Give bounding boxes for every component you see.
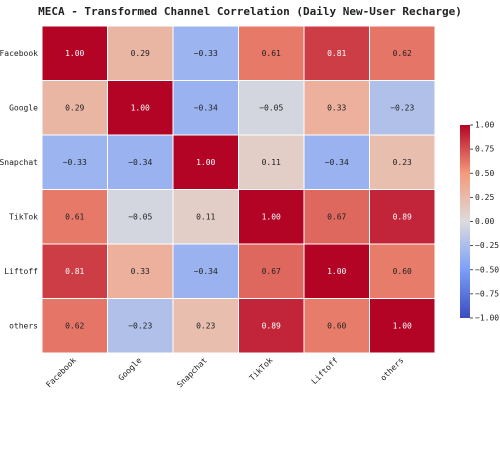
- heatmap-cell: [238, 80, 305, 136]
- cell-label: −0.23: [390, 103, 414, 112]
- heatmap-cell: [238, 298, 305, 354]
- cell-label: 1.00: [65, 49, 84, 58]
- y-tick-label: Liftoff: [4, 267, 38, 276]
- cell-label: 0.60: [393, 267, 412, 276]
- colorbar-tick-label: 1.00: [475, 121, 494, 130]
- cell-label: 0.67: [327, 212, 346, 221]
- cell-label: 0.29: [65, 103, 84, 112]
- heatmap-cell: [369, 298, 436, 354]
- x-tick-label: Google: [117, 356, 144, 383]
- x-tick-label: others: [379, 356, 406, 383]
- chart-title: MECA - Transformed Channel Correlation (…: [38, 5, 462, 18]
- colorbar-tick-label: −0.25: [475, 241, 499, 250]
- cell-label: 0.61: [65, 212, 84, 221]
- heatmap-cell: [369, 134, 436, 190]
- cell-label: −0.34: [325, 158, 349, 167]
- cell-label: 0.67: [262, 267, 281, 276]
- cell-label: 0.89: [393, 212, 412, 221]
- heatmap-cell: [172, 25, 239, 81]
- colorbar-tick-label: −1.00: [475, 314, 499, 323]
- heatmap-cell: [303, 298, 370, 354]
- colorbar-tick-label: 0.00: [475, 217, 494, 226]
- colorbar-tick-label: −0.50: [475, 265, 499, 274]
- heatmap-cell: [107, 25, 174, 81]
- heatmap-cell: [172, 243, 239, 299]
- x-tick-label: Snapchat: [175, 356, 209, 390]
- cell-label: 1.00: [393, 321, 412, 330]
- heatmap-cell: [303, 189, 370, 245]
- colorbar-tick-label: 0.50: [475, 169, 494, 178]
- heatmap-cell: [369, 80, 436, 136]
- cell-label: 0.81: [65, 267, 84, 276]
- colorbar: [460, 125, 470, 318]
- heatmap-cell: [369, 243, 436, 299]
- y-tick-label: others: [9, 321, 38, 330]
- cell-label: 0.11: [196, 212, 215, 221]
- heatmap-cell: [369, 189, 436, 245]
- cell-label: 0.62: [65, 321, 84, 330]
- cell-label: 1.00: [131, 103, 150, 112]
- colorbar-tick-label: −0.75: [475, 289, 499, 298]
- cell-label: 0.60: [327, 321, 346, 330]
- cell-label: −0.23: [128, 321, 152, 330]
- heatmap-cell: [41, 298, 108, 354]
- heatmap-cell: [238, 243, 305, 299]
- colorbar-tick-label: 0.75: [475, 145, 494, 154]
- heatmap-cell: [303, 243, 370, 299]
- heatmap-cell: [107, 80, 174, 136]
- x-tick-label: TikTok: [248, 356, 275, 383]
- heatmap-cell: [172, 189, 239, 245]
- cell-label: 0.23: [393, 158, 412, 167]
- heatmap-cell: [238, 134, 305, 190]
- cell-label: 0.23: [196, 321, 215, 330]
- cell-label: 0.29: [131, 49, 150, 58]
- cell-label: 1.00: [262, 212, 281, 221]
- cell-label: −0.33: [194, 49, 218, 58]
- cell-label: 0.33: [131, 267, 150, 276]
- cell-label: −0.34: [194, 103, 218, 112]
- y-tick-label: Facebook: [0, 49, 38, 58]
- y-tick-label: Snapchat: [0, 158, 38, 167]
- heatmap-cell: [369, 25, 436, 81]
- cell-label: 0.62: [393, 49, 412, 58]
- y-tick-label: Google: [9, 103, 38, 112]
- heatmap-cell: [41, 243, 108, 299]
- cell-label: −0.34: [128, 158, 152, 167]
- cell-label: −0.05: [128, 212, 152, 221]
- heatmap-cell: [41, 189, 108, 245]
- cell-label: 0.33: [327, 103, 346, 112]
- heatmap-cell: [107, 189, 174, 245]
- x-tick-label: Liftoff: [310, 356, 340, 386]
- cell-label: 1.00: [196, 158, 215, 167]
- cell-label: 1.00: [327, 267, 346, 276]
- heatmap-cell: [238, 189, 305, 245]
- heatmap-cell: [107, 134, 174, 190]
- cell-label: −0.33: [63, 158, 87, 167]
- heatmap-cell: [303, 134, 370, 190]
- cell-label: 0.89: [262, 321, 281, 330]
- y-tick-label: TikTok: [9, 212, 38, 221]
- x-tick-label: Facebook: [44, 356, 78, 390]
- colorbar-tick-label: 0.25: [475, 193, 494, 202]
- cell-label: 0.11: [262, 158, 281, 167]
- cell-label: 0.61: [262, 49, 281, 58]
- cell-label: 0.81: [327, 49, 346, 58]
- heatmap-cell: [41, 25, 108, 81]
- cell-label: −0.34: [194, 267, 218, 276]
- cell-label: −0.05: [259, 103, 283, 112]
